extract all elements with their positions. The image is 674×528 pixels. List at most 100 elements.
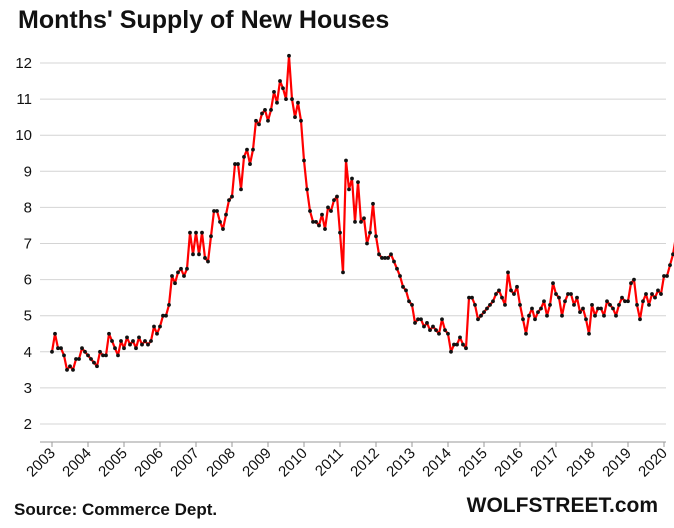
data-point — [323, 227, 327, 231]
data-point — [437, 331, 441, 336]
data-point — [566, 292, 570, 296]
data-point — [101, 353, 105, 358]
x-tick-label: 2009 — [239, 445, 275, 481]
y-tick-label: 10 — [15, 127, 32, 144]
x-tick-label: 2004 — [59, 445, 95, 481]
data-point — [464, 346, 468, 351]
x-tick-label: 2020 — [635, 445, 671, 481]
data-point — [272, 89, 276, 94]
data-point — [575, 295, 579, 300]
data-point — [149, 339, 153, 343]
data-point — [632, 277, 636, 282]
data-point — [305, 187, 309, 192]
x-tick-label: 2017 — [527, 445, 563, 481]
y-tick-label: 5 — [24, 308, 32, 325]
data-point — [125, 335, 129, 340]
data-point — [521, 317, 525, 322]
data-point — [251, 147, 255, 152]
data-point — [191, 252, 195, 257]
data-point — [431, 324, 435, 329]
data-point — [560, 313, 564, 318]
data-point — [668, 263, 672, 268]
data-point — [239, 187, 243, 192]
data-point — [107, 331, 111, 336]
data-point — [362, 216, 366, 221]
data-point — [176, 270, 180, 275]
data-point — [452, 342, 456, 347]
y-tick-label: 2 — [24, 416, 32, 433]
x-tick-label: 2014 — [419, 445, 455, 481]
data-point — [338, 230, 342, 235]
data-point — [275, 100, 279, 105]
data-point — [593, 313, 597, 318]
data-point — [635, 302, 639, 307]
data-point — [230, 194, 234, 199]
data-point — [395, 266, 399, 271]
data-point — [536, 310, 540, 314]
x-tick-label: 2015 — [455, 445, 491, 481]
x-tick-label: 2011 — [312, 445, 347, 480]
data-point — [380, 256, 384, 260]
data-point — [623, 299, 627, 304]
data-point — [254, 118, 258, 123]
data-point — [500, 295, 504, 300]
data-point — [158, 324, 162, 329]
data-point — [302, 158, 306, 163]
data-point — [428, 328, 432, 333]
data-point — [182, 274, 186, 278]
data-point — [626, 299, 630, 304]
series-line — [50, 54, 674, 371]
data-point — [665, 274, 669, 278]
data-point — [335, 194, 339, 199]
data-point — [260, 111, 264, 116]
data-point — [584, 317, 588, 322]
x-tick-label: 2003 — [23, 445, 59, 481]
data-point — [263, 108, 267, 112]
data-point — [359, 219, 363, 224]
data-point — [128, 342, 132, 347]
brand-wordmark: WOLFSTREET.com — [466, 494, 658, 517]
data-point — [155, 331, 159, 336]
data-point — [539, 306, 543, 311]
data-point — [443, 328, 447, 333]
y-tick-label: 8 — [24, 199, 32, 216]
data-point — [533, 317, 537, 322]
data-point — [386, 256, 390, 260]
data-point — [332, 198, 336, 203]
data-point — [545, 313, 549, 318]
data-point — [653, 295, 657, 300]
data-point — [629, 281, 633, 286]
data-point — [458, 335, 462, 340]
data-point — [527, 313, 531, 318]
y-tick-label: 12 — [15, 55, 32, 72]
data-point — [200, 230, 204, 235]
data-point — [614, 313, 618, 318]
data-point — [401, 284, 405, 289]
data-point — [134, 346, 138, 351]
data-point — [461, 342, 465, 347]
data-point — [140, 342, 144, 347]
data-point — [74, 357, 78, 361]
data-point — [446, 331, 450, 336]
data-point — [281, 86, 285, 91]
data-point — [497, 288, 501, 293]
x-tick-label: 2005 — [95, 445, 131, 481]
data-point — [476, 317, 480, 322]
data-point — [578, 310, 582, 314]
data-point — [482, 310, 486, 314]
data-point — [146, 342, 150, 347]
data-point — [185, 266, 189, 271]
data-point — [494, 292, 498, 296]
data-point — [641, 299, 645, 304]
data-point — [83, 349, 87, 354]
data-point — [524, 331, 528, 336]
data-point — [413, 321, 417, 325]
data-point — [143, 339, 147, 343]
data-point — [248, 162, 252, 166]
data-point — [320, 212, 324, 217]
data-point — [569, 292, 573, 296]
data-point — [581, 306, 585, 311]
data-point — [269, 108, 273, 112]
data-point — [122, 346, 126, 351]
